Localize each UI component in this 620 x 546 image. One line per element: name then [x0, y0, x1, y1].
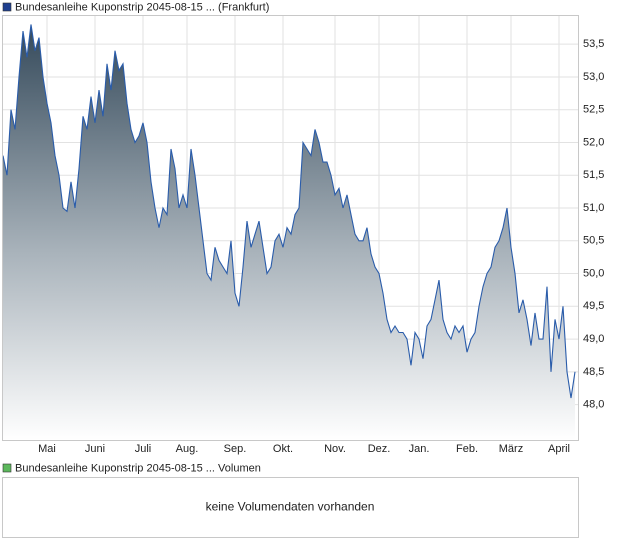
y-tick-label: 50,0	[583, 267, 604, 279]
area-fill	[3, 24, 575, 440]
legend-label: Bundesanleihe Kuponstrip 2045-08-15 ... …	[15, 462, 261, 474]
y-tick-label: 51,0	[583, 202, 604, 214]
volume-message: keine Volumendaten vorhanden	[206, 500, 375, 514]
y-tick-label: 50,5	[583, 235, 604, 247]
x-tick-label: Mai	[38, 443, 56, 455]
x-tick-label: Dez.	[368, 443, 391, 455]
x-tick-label: Jan.	[409, 443, 430, 455]
y-tick-label: 49,0	[583, 333, 604, 345]
x-tick-label: Feb.	[456, 443, 478, 455]
y-tick-label: 52,5	[583, 104, 604, 116]
plot-frame	[2, 15, 579, 441]
legend-label: Bundesanleihe Kuponstrip 2045-08-15 ... …	[15, 1, 269, 13]
legend-swatch	[2, 463, 12, 473]
x-tick-label: Sep.	[224, 443, 247, 455]
x-tick-label: Nov.	[324, 443, 346, 455]
y-tick-label: 51,5	[583, 169, 604, 181]
x-tick-label: Okt.	[273, 443, 293, 455]
y-tick-label: 53,5	[583, 38, 604, 50]
volume-frame	[2, 477, 579, 538]
x-tick-label: Aug.	[176, 443, 199, 455]
price-line	[2, 24, 576, 399]
y-tick-label: 49,5	[583, 300, 604, 312]
x-tick-label: Juni	[85, 443, 105, 455]
y-tick-label: 53,0	[583, 71, 604, 83]
x-tick-label: März	[499, 443, 523, 455]
y-tick-label: 48,0	[583, 399, 604, 411]
y-tick-label: 52,0	[583, 136, 604, 148]
x-tick-label: Juli	[135, 443, 152, 455]
legend-swatch	[2, 2, 12, 12]
x-tick-label: April	[548, 443, 570, 455]
y-tick-label: 48,5	[583, 366, 604, 378]
